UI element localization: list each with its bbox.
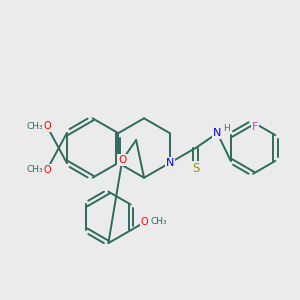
Text: N: N bbox=[166, 158, 174, 168]
Text: O: O bbox=[43, 165, 51, 175]
Text: O: O bbox=[118, 155, 126, 165]
Text: O: O bbox=[141, 217, 148, 227]
Text: O: O bbox=[43, 121, 51, 131]
Text: F: F bbox=[252, 122, 258, 132]
Text: CH₃: CH₃ bbox=[26, 122, 43, 131]
Text: H: H bbox=[223, 124, 230, 133]
Text: S: S bbox=[192, 162, 199, 175]
Text: N: N bbox=[213, 128, 222, 138]
Text: CH₃: CH₃ bbox=[26, 165, 43, 174]
Text: CH₃: CH₃ bbox=[151, 217, 167, 226]
